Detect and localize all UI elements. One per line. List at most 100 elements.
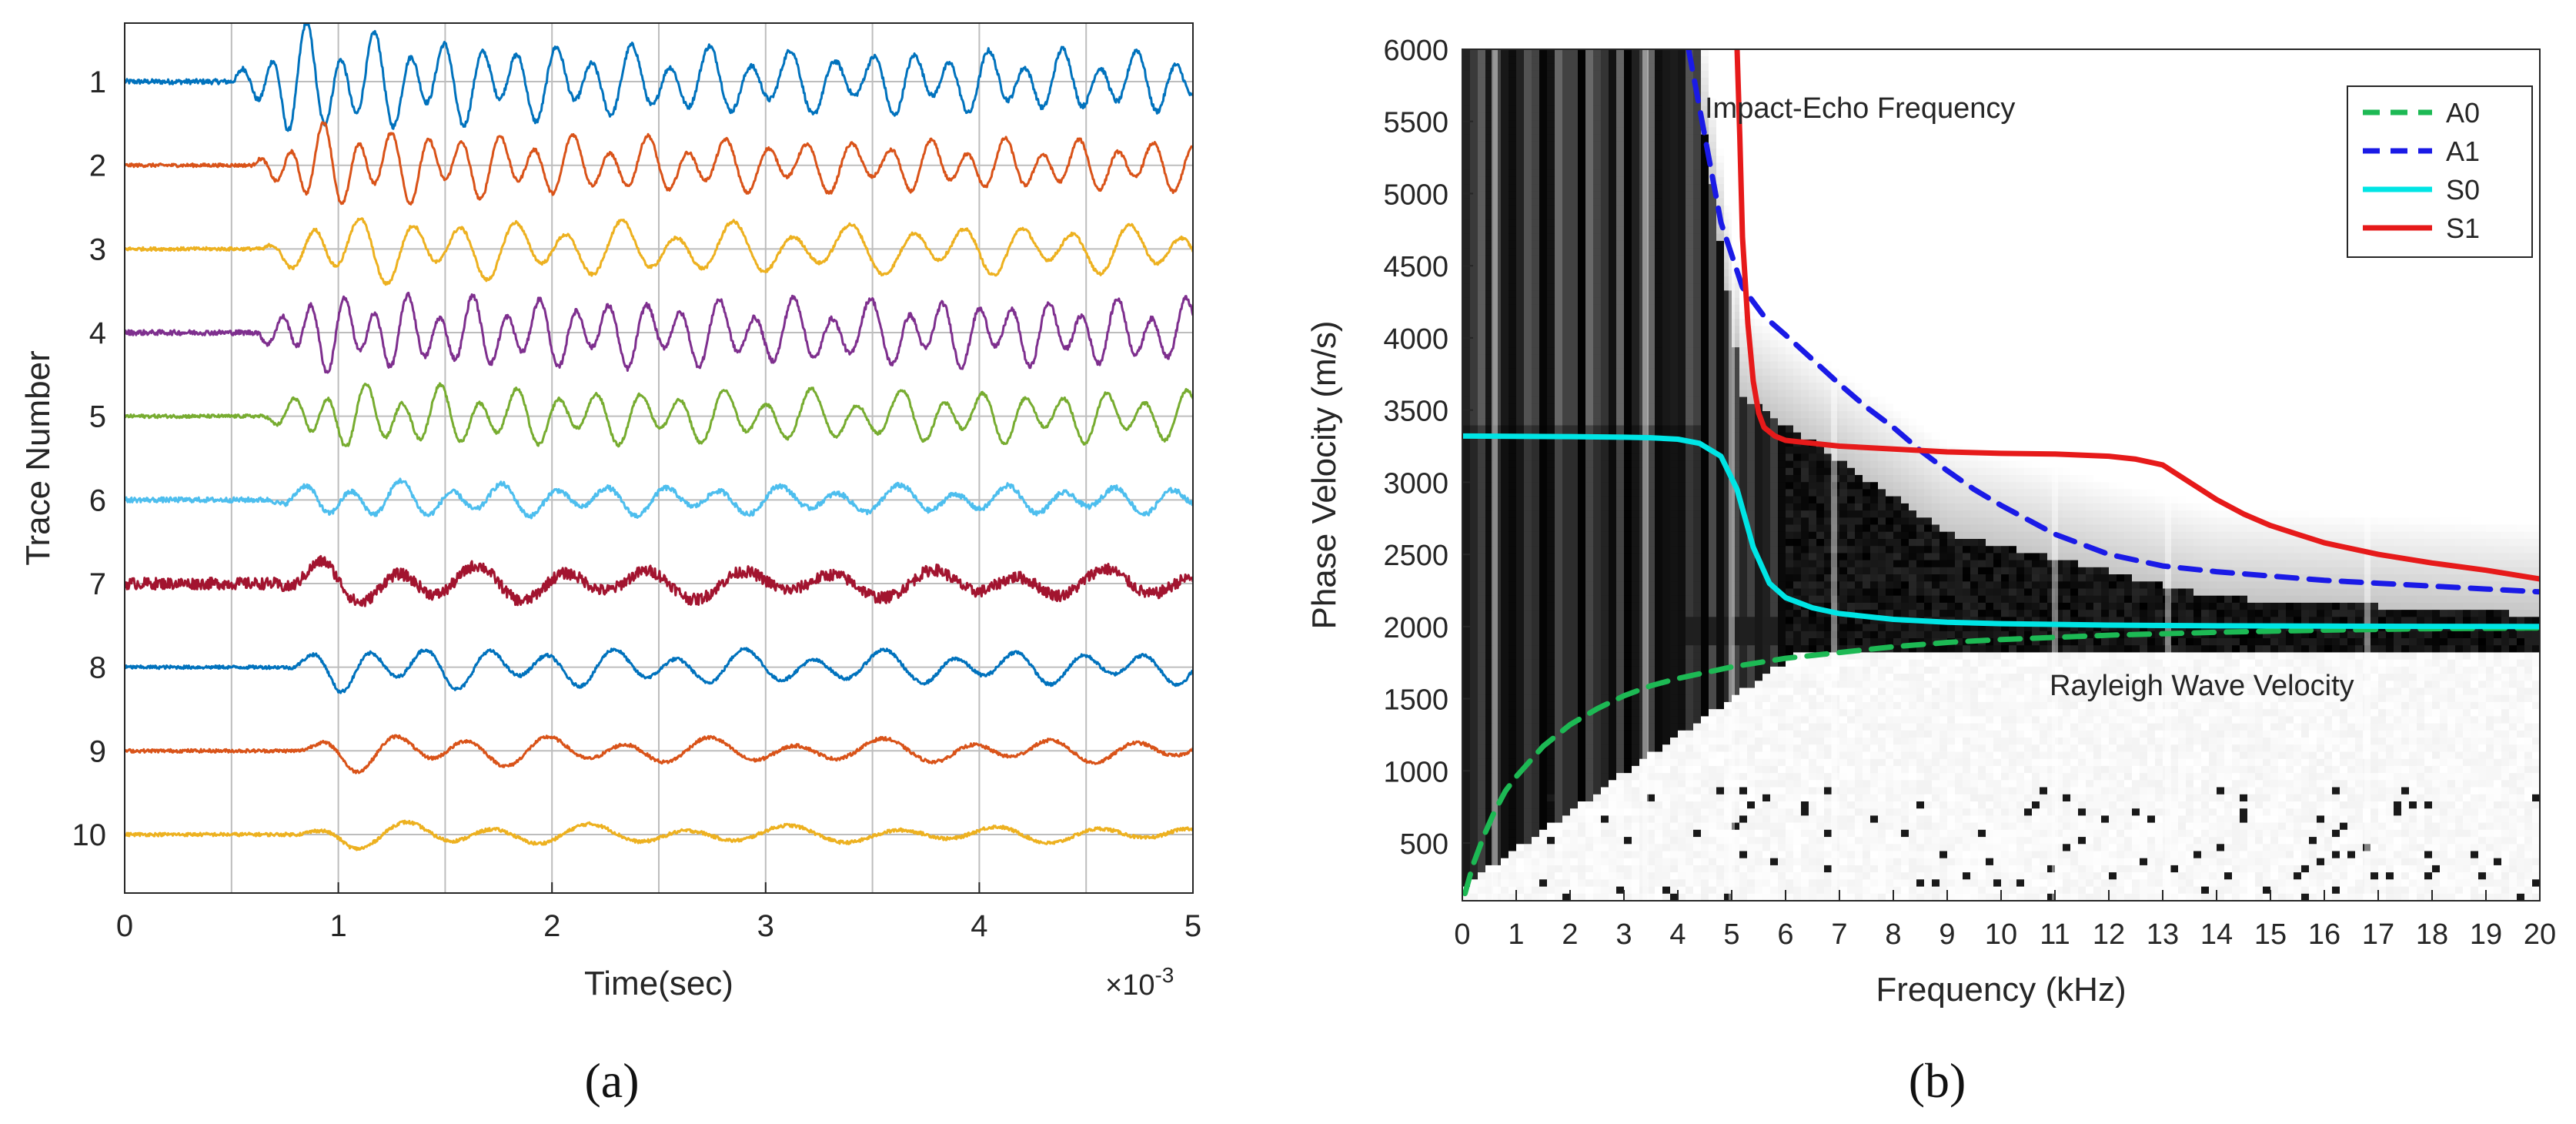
heatmap-cell (1647, 283, 1656, 291)
heatmap-cell (1686, 851, 1694, 859)
heatmap-cell (1647, 851, 1656, 859)
heatmap-cell (1524, 588, 1532, 597)
heatmap-cell (1593, 361, 1602, 370)
heatmap-cell (1670, 701, 1679, 710)
heatmap-cell (1501, 297, 1509, 306)
heatmap-cell (1770, 77, 1779, 85)
heatmap-cell (1478, 602, 1486, 611)
heatmap-cell (1555, 255, 1563, 263)
heatmap-cell (1678, 361, 1686, 370)
heatmap-cell (1639, 383, 1648, 390)
heatmap-cell (1709, 553, 1717, 561)
heatmap-cell (1578, 716, 1586, 724)
heatmap-cell (1670, 822, 1679, 831)
heatmap-cell (1470, 808, 1478, 816)
heatmap-cell (1616, 233, 1625, 242)
heatmap-cell (1578, 262, 1586, 270)
heatmap-cell (1485, 659, 1494, 667)
heatmap-cell (1524, 347, 1532, 355)
heatmap-cell (1647, 886, 1656, 895)
heatmap-cell (1570, 85, 1579, 92)
heatmap-cell (1670, 63, 1679, 72)
heatmap-cell (1739, 439, 1748, 447)
heatmap-cell (1624, 425, 1632, 433)
heatmap-cell (1585, 701, 1594, 710)
heatmap-cell (1493, 255, 1502, 263)
heatmap-cell (1678, 439, 1686, 447)
heatmap-cell (1570, 645, 1579, 653)
trace-line-2 (125, 121, 1193, 206)
heatmap-cell (1585, 744, 1594, 752)
heatmap-cell (1570, 276, 1579, 284)
heatmap-cell (1616, 560, 1625, 568)
heatmap-cell (1539, 638, 1548, 646)
heatmap-cell (1732, 553, 1740, 561)
heatmap-cell (1755, 99, 1763, 107)
heatmap-cell (1539, 723, 1548, 731)
heatmap-cell (1562, 276, 1571, 284)
heatmap-cell (1470, 368, 1478, 376)
heatmap-cell (1678, 85, 1686, 92)
heatmap-cell (1539, 85, 1548, 92)
heatmap-cell (1516, 738, 1525, 745)
heatmap-cell (1539, 510, 1548, 518)
heatmap-cell (1701, 262, 1709, 270)
heatmap-cell (1632, 319, 1640, 326)
heatmap-cell (1516, 546, 1525, 554)
heatmap-cell (1616, 439, 1625, 447)
heatmap-cell (1701, 390, 1709, 398)
heatmap-cell (1778, 99, 1786, 107)
heatmap-cell (1532, 517, 1540, 526)
heatmap-cell (1524, 219, 1532, 227)
heatmap-cell (1601, 169, 1609, 178)
heatmap-cell (1686, 99, 1694, 107)
heatmap-cell (1639, 886, 1648, 895)
heatmap-cell (1601, 184, 1609, 192)
heatmap-cell (1632, 418, 1640, 427)
heatmap-cell (1632, 787, 1640, 795)
heatmap-cell (1655, 262, 1663, 270)
heatmap-cell (1493, 120, 1502, 128)
heatmap-cell (1532, 233, 1540, 242)
heatmap-cell (1716, 383, 1725, 390)
heatmap-cell (1639, 198, 1648, 206)
heatmap-cell (1762, 723, 1771, 731)
heatmap-cell (1739, 56, 1748, 64)
heatmap-cell (1647, 312, 1656, 319)
heatmap-cell (1509, 652, 1517, 661)
heatmap-cell (1616, 886, 1625, 895)
heatmap-cell (1570, 808, 1579, 816)
heatmap-cell (1632, 92, 1640, 100)
heatmap-cell (1755, 85, 1763, 92)
heatmap-cell (1578, 92, 1586, 100)
heatmap-cell (1678, 730, 1686, 738)
heatmap-cell (1724, 886, 1732, 895)
heatmap-cell (1485, 425, 1494, 433)
heatmap-cell (1532, 418, 1540, 427)
heatmap-cell (1578, 411, 1586, 419)
heatmap-cell (1724, 773, 1732, 781)
heatmap-cell (1655, 638, 1663, 646)
heatmap-cell (1739, 475, 1748, 483)
heatmap-cell (1747, 99, 1756, 107)
heatmap-cell (1493, 553, 1502, 561)
heatmap-cell (1485, 184, 1494, 192)
heatmap-cell (1470, 730, 1478, 738)
heatmap-cell (1516, 659, 1525, 667)
heatmap-cell (1701, 808, 1709, 816)
heatmap-cell (1578, 49, 1586, 57)
heatmap-cell (1616, 531, 1625, 540)
heatmap-cell (1578, 248, 1586, 256)
heatmap-cell (1701, 659, 1709, 667)
heatmap-cell (1485, 85, 1494, 92)
heatmap-cell (1655, 723, 1663, 731)
heatmap-cell (1501, 127, 1509, 135)
heatmap-cell (1555, 681, 1563, 689)
heatmap-cell (1678, 134, 1686, 142)
heatmap-cell (1509, 709, 1517, 717)
heatmap-cell (1639, 92, 1648, 100)
heatmap-cell (1693, 574, 1702, 582)
heatmap-cell (1516, 105, 1525, 114)
heatmap-cell (1686, 453, 1694, 462)
heatmap-cell (1609, 141, 1617, 149)
